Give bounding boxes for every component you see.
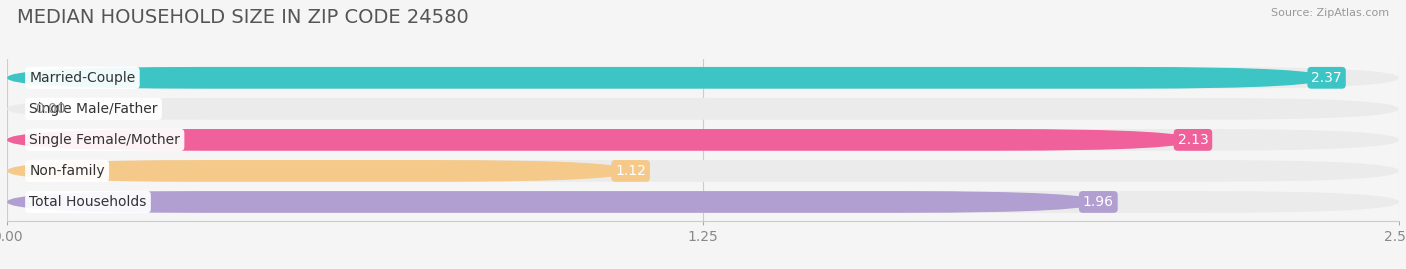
- Text: Source: ZipAtlas.com: Source: ZipAtlas.com: [1271, 8, 1389, 18]
- FancyBboxPatch shape: [7, 67, 1327, 89]
- FancyBboxPatch shape: [7, 98, 1399, 120]
- Text: 0.00: 0.00: [35, 102, 66, 116]
- Text: 2.37: 2.37: [1312, 71, 1341, 85]
- FancyBboxPatch shape: [7, 160, 1399, 182]
- Text: Total Households: Total Households: [30, 195, 146, 209]
- FancyBboxPatch shape: [7, 191, 1399, 213]
- Text: Married-Couple: Married-Couple: [30, 71, 135, 85]
- Text: 1.96: 1.96: [1083, 195, 1114, 209]
- FancyBboxPatch shape: [7, 129, 1399, 151]
- Text: 1.12: 1.12: [616, 164, 645, 178]
- FancyBboxPatch shape: [7, 129, 1192, 151]
- Text: Single Male/Father: Single Male/Father: [30, 102, 157, 116]
- Text: Single Female/Mother: Single Female/Mother: [30, 133, 180, 147]
- FancyBboxPatch shape: [7, 191, 1098, 213]
- Text: 2.13: 2.13: [1178, 133, 1208, 147]
- Text: MEDIAN HOUSEHOLD SIZE IN ZIP CODE 24580: MEDIAN HOUSEHOLD SIZE IN ZIP CODE 24580: [17, 8, 468, 27]
- FancyBboxPatch shape: [7, 160, 631, 182]
- Text: Non-family: Non-family: [30, 164, 105, 178]
- FancyBboxPatch shape: [7, 67, 1399, 89]
